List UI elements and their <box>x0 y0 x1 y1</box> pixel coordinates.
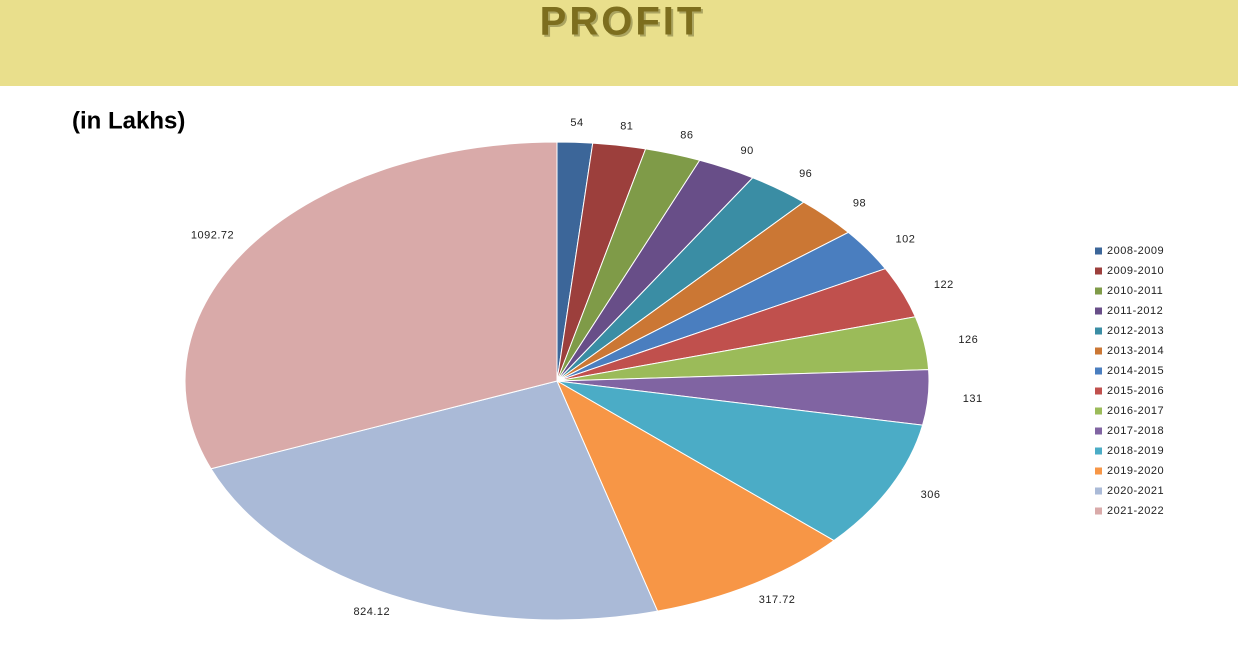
data-label: 1092.72 <box>191 230 234 242</box>
legend-marker <box>1095 387 1102 395</box>
data-label: 98 <box>853 197 866 209</box>
legend-label: 2013-2014 <box>1107 345 1164 357</box>
chart-subtitle: (in Lakhs) <box>72 107 185 134</box>
title-banner <box>0 0 1238 86</box>
pie-slice <box>556 380 924 542</box>
data-label: 81 <box>620 120 633 132</box>
legend-label: 2009-2010 <box>1107 265 1164 277</box>
legend-label: 2020-2021 <box>1107 485 1164 497</box>
pie-slice <box>184 141 558 470</box>
data-label: 96 <box>799 168 812 180</box>
legend-label: 2014-2015 <box>1107 365 1164 377</box>
legend-marker <box>1095 327 1102 335</box>
data-label: 126 <box>958 334 978 346</box>
data-label: 102 <box>896 233 916 245</box>
data-label: 86 <box>680 130 693 142</box>
legend-label: 2010-2011 <box>1107 285 1163 297</box>
legend-marker <box>1095 347 1102 355</box>
data-label: 90 <box>741 145 754 157</box>
legend-label: 2021-2022 <box>1107 505 1164 517</box>
legend-marker <box>1095 427 1102 435</box>
legend-label: 2017-2018 <box>1107 425 1164 437</box>
legend-label: 2019-2020 <box>1107 465 1164 477</box>
legend-marker <box>1095 267 1102 275</box>
data-label: 824.12 <box>353 606 390 618</box>
legend-marker <box>1095 407 1102 415</box>
legend-label: 2008-2009 <box>1107 245 1164 257</box>
legend-marker <box>1095 487 1102 495</box>
pie-slice <box>555 379 835 612</box>
legend-label: 2016-2017 <box>1107 405 1164 417</box>
legend-marker <box>1095 467 1102 475</box>
legend-marker <box>1095 367 1102 375</box>
data-label: 131 <box>963 393 983 405</box>
data-label: 306 <box>921 489 941 501</box>
legend-marker <box>1095 247 1102 255</box>
legend-label: 2018-2019 <box>1107 445 1164 457</box>
data-label: 54 <box>570 117 583 129</box>
legend-marker <box>1095 507 1102 515</box>
chart-title: PROFIT <box>540 0 705 44</box>
data-label: 122 <box>934 279 954 291</box>
title-shadow: PROFIT <box>542 2 707 46</box>
legend-label: 2015-2016 <box>1107 385 1164 397</box>
legend-label: 2012-2013 <box>1107 325 1164 337</box>
legend-marker <box>1095 307 1102 315</box>
legend-marker <box>1095 287 1102 295</box>
legend-label: 2011-2012 <box>1107 305 1163 317</box>
legend-marker <box>1095 447 1102 455</box>
data-label: 317.72 <box>759 594 796 606</box>
